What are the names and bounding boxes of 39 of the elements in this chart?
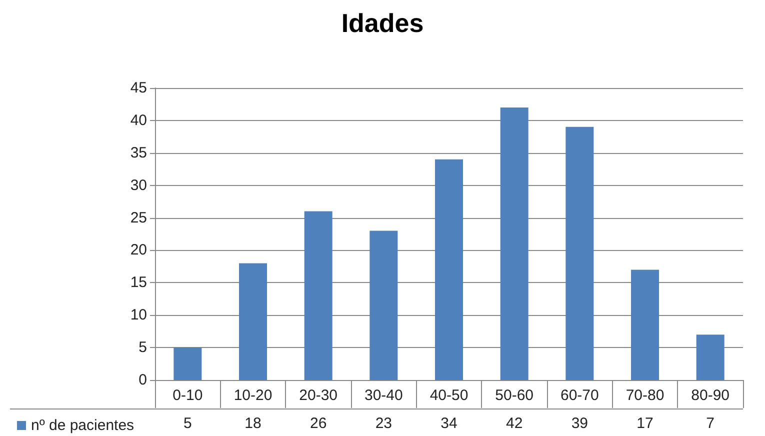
x-tick-label: 80-90 bbox=[691, 387, 730, 404]
bar bbox=[174, 348, 202, 380]
data-label: 18 bbox=[244, 415, 262, 432]
y-tick-label: 15 bbox=[130, 274, 147, 292]
data-label: 23 bbox=[375, 415, 392, 432]
bar bbox=[304, 211, 332, 380]
bar bbox=[696, 334, 724, 380]
x-tick-label: 0-10 bbox=[172, 387, 203, 404]
data-label: 26 bbox=[310, 415, 327, 432]
x-tick-label: 70-80 bbox=[626, 387, 664, 404]
y-tick-label: 20 bbox=[130, 242, 147, 259]
data-label: 42 bbox=[506, 415, 523, 432]
y-tick-label: 10 bbox=[130, 306, 147, 324]
y-tick-label: 45 bbox=[130, 80, 147, 96]
chart-title: Idades bbox=[341, 8, 424, 38]
data-label: 17 bbox=[636, 415, 654, 432]
bar bbox=[631, 270, 659, 380]
y-tick-label: 5 bbox=[138, 339, 147, 356]
x-tick-label: 50-60 bbox=[495, 387, 534, 404]
y-tick-label: 30 bbox=[130, 176, 147, 194]
y-tick-label: 0 bbox=[138, 372, 147, 388]
y-tick-label: 35 bbox=[130, 144, 147, 162]
x-tick-label: 10-20 bbox=[234, 387, 272, 404]
bar bbox=[566, 126, 594, 380]
x-tick-label: 40-50 bbox=[430, 387, 468, 404]
x-tick-label: 60-70 bbox=[560, 387, 599, 404]
x-tick-label: 20-30 bbox=[299, 387, 338, 404]
legend-label: nº de pacientes bbox=[31, 417, 134, 434]
data-label: 39 bbox=[571, 415, 588, 432]
y-tick-label: 40 bbox=[130, 112, 147, 129]
bar bbox=[500, 107, 528, 380]
bar bbox=[435, 159, 463, 380]
bar bbox=[239, 263, 267, 380]
bar bbox=[370, 230, 398, 380]
data-label: 7 bbox=[706, 415, 715, 432]
data-label: 34 bbox=[440, 415, 458, 432]
y-tick-label: 25 bbox=[130, 209, 147, 226]
data-label: 5 bbox=[183, 415, 192, 432]
x-tick-label: 30-40 bbox=[364, 387, 403, 404]
